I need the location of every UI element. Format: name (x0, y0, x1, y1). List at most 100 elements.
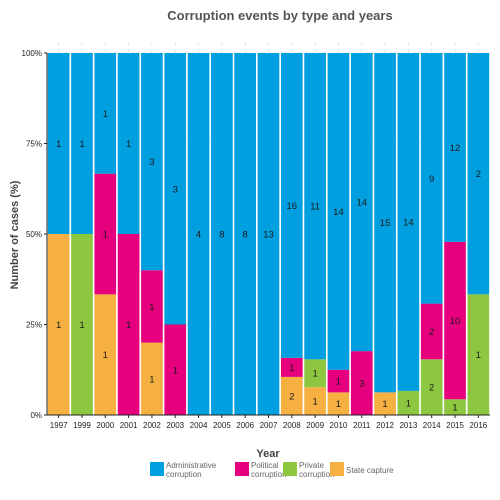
segment-label-administrative-corruption-1999: 1 (79, 139, 84, 150)
x-tick-label-2016: 2016 (469, 421, 487, 430)
segment-label-administrative-corruption-2011: 14 (356, 198, 367, 209)
segment-label-private-corruption-2009: 1 (312, 369, 317, 380)
bar-political-corruption-2000 (94, 173, 117, 295)
x-tick-label-2007: 2007 (260, 421, 278, 430)
legend-label-administrative-corruption: corruption (166, 470, 202, 479)
bar-administrative-corruption-2002 (141, 53, 163, 271)
bar-administrative-corruption-2010 (327, 53, 350, 370)
bar-administrative-corruption-1997 (47, 53, 70, 234)
segment-label-private-corruption-2016: 1 (476, 350, 481, 361)
x-tick-label-2003: 2003 (166, 421, 184, 430)
segment-label-state-capture-2008: 2 (289, 391, 294, 402)
segment-label-administrative-corruption-2013: 14 (403, 217, 414, 228)
segment-label-political-corruption-2002: 1 (149, 302, 154, 313)
x-tick-label-2004: 2004 (190, 421, 208, 430)
x-tick-label-2009: 2009 (306, 421, 324, 430)
bar-administrative-corruption-2005 (211, 53, 233, 415)
x-tick-label-2010: 2010 (330, 421, 348, 430)
y-tick-label: 0% (30, 411, 42, 420)
segment-label-administrative-corruption-2004: 4 (196, 230, 201, 241)
segment-label-administrative-corruption-2015: 12 (450, 143, 461, 154)
legend-label-administrative-corruption: Administrative (166, 461, 217, 470)
bar-state-capture-2009 (304, 387, 326, 415)
legend-label-private-corruption: corruption (299, 470, 335, 479)
bar-political-corruption-2001 (117, 234, 140, 415)
bar-political-corruption-2010 (327, 369, 350, 393)
bar-state-capture-1997 (47, 234, 70, 415)
bar-private-corruption-2013 (397, 390, 420, 415)
bar-administrative-corruption-2004 (187, 53, 210, 415)
bar-political-corruption-2003 (164, 324, 187, 415)
x-tick-label-1999: 1999 (73, 421, 91, 430)
bar-private-corruption-1999 (71, 234, 93, 415)
bar-private-corruption-2015 (444, 399, 466, 415)
bars-layer (47, 53, 490, 415)
segment-label-political-corruption-2014: 2 (429, 327, 434, 338)
bar-private-corruption-2009 (304, 359, 326, 388)
segment-label-state-capture-2012: 1 (382, 399, 387, 410)
legend-swatch-political-corruption (235, 462, 249, 476)
bar-private-corruption-2014 (420, 359, 443, 415)
bar-state-capture-2008 (280, 376, 303, 415)
segment-label-administrative-corruption-2001: 1 (126, 139, 131, 150)
y-axis-title: Number of cases (%) (9, 180, 21, 289)
x-tick-label-2005: 2005 (213, 421, 231, 430)
bar-administrative-corruption-2015 (444, 53, 466, 242)
segment-label-administrative-corruption-2014: 9 (429, 174, 434, 185)
chart-title: Corruption events by type and years (167, 8, 392, 23)
segment-label-administrative-corruption-2016: 2 (476, 169, 481, 180)
segment-label-administrative-corruption-2003: 3 (173, 184, 178, 195)
legend-swatch-state-capture (330, 462, 344, 476)
bar-administrative-corruption-2006 (234, 53, 257, 415)
bar-state-capture-2010 (327, 392, 350, 415)
bar-administrative-corruption-2003 (164, 53, 187, 325)
bar-private-corruption-2016 (467, 294, 490, 415)
bar-state-capture-2002 (141, 342, 163, 415)
bar-political-corruption-2002 (141, 270, 163, 343)
x-tick-label-2002: 2002 (143, 421, 161, 430)
x-tick-label-2001: 2001 (120, 421, 138, 430)
x-tick-label-2013: 2013 (399, 421, 417, 430)
y-tick-label: 50% (26, 230, 42, 239)
segment-label-political-corruption-2008: 1 (289, 363, 294, 374)
segment-label-administrative-corruption-2000: 1 (103, 109, 108, 120)
y-tick-label: 25% (26, 321, 42, 330)
segment-label-political-corruption-2010: 1 (336, 377, 341, 388)
legend-label-political-corruption: Political (251, 461, 279, 470)
x-tick-label-2006: 2006 (236, 421, 254, 430)
segment-label-administrative-corruption-1997: 1 (56, 139, 61, 150)
x-axis-title: Year (256, 448, 280, 460)
bar-administrative-corruption-2014 (420, 53, 443, 304)
segment-label-private-corruption-2013: 1 (406, 398, 411, 409)
legend-swatch-private-corruption (283, 462, 297, 476)
bar-administrative-corruption-2000 (94, 53, 117, 174)
x-tick-label-2000: 2000 (96, 421, 114, 430)
segment-label-private-corruption-1999: 1 (79, 320, 84, 331)
segment-label-private-corruption-2014: 2 (429, 383, 434, 394)
x-tick-label-2011: 2011 (353, 421, 371, 430)
segment-label-state-capture-2000: 1 (103, 350, 108, 361)
bar-political-corruption-2011 (350, 351, 373, 415)
legend: AdministrativecorruptionPoliticalcorrupt… (150, 461, 394, 479)
segment-label-political-corruption-2000: 1 (103, 230, 108, 241)
x-tick-label-2015: 2015 (446, 421, 464, 430)
x-tick-label-2012: 2012 (376, 421, 394, 430)
bar-state-capture-2012 (374, 392, 396, 415)
bar-political-corruption-2014 (420, 303, 443, 360)
bar-administrative-corruption-2007 (257, 53, 280, 415)
segment-label-administrative-corruption-2007: 13 (263, 230, 274, 241)
legend-label-political-corruption: corruption (251, 470, 287, 479)
bar-administrative-corruption-2009 (304, 53, 326, 360)
x-tick-label-1997: 1997 (50, 421, 68, 430)
bar-administrative-corruption-2008 (280, 53, 303, 358)
x-tick-label-2008: 2008 (283, 421, 301, 430)
segment-label-administrative-corruption-2002: 3 (149, 157, 154, 168)
bar-administrative-corruption-2011 (350, 53, 373, 352)
y-tick-label: 100% (22, 49, 42, 58)
segment-label-state-capture-2009: 1 (312, 397, 317, 408)
legend-swatch-administrative-corruption (150, 462, 164, 476)
bar-state-capture-2000 (94, 294, 117, 415)
x-tick-label-2014: 2014 (423, 421, 441, 430)
